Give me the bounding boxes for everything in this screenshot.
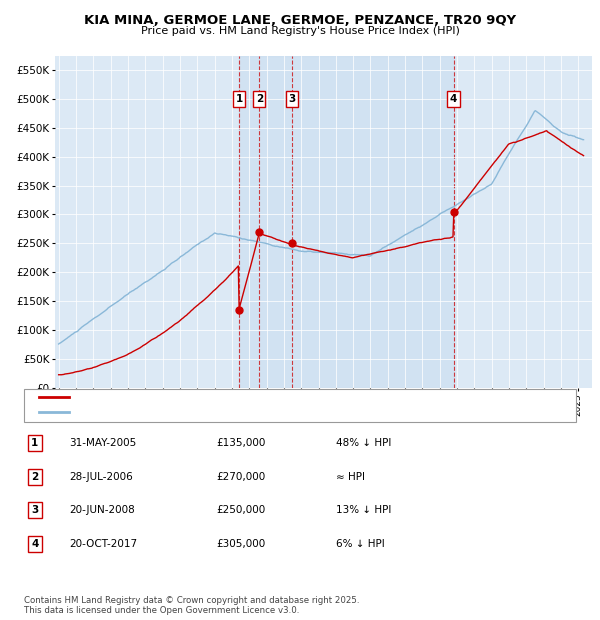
Text: 28-JUL-2006: 28-JUL-2006 [69,472,133,482]
Text: KIA MINA, GERMOE LANE, GERMOE, PENZANCE, TR20 9QY: KIA MINA, GERMOE LANE, GERMOE, PENZANCE,… [84,14,516,27]
Text: KIA MINA, GERMOE LANE, GERMOE, PENZANCE, TR20 9QY (detached house): KIA MINA, GERMOE LANE, GERMOE, PENZANCE,… [75,392,449,402]
Text: 2: 2 [256,94,263,104]
Text: 1: 1 [31,438,38,448]
Text: 6% ↓ HPI: 6% ↓ HPI [336,539,385,549]
Text: 20-JUN-2008: 20-JUN-2008 [69,505,135,515]
Bar [239,56,454,388]
Text: 2: 2 [31,472,38,482]
Text: 4: 4 [31,539,38,549]
Text: Price paid vs. HM Land Registry's House Price Index (HPI): Price paid vs. HM Land Registry's House … [140,26,460,36]
Text: £250,000: £250,000 [216,505,265,515]
Text: 3: 3 [31,505,38,515]
Text: £135,000: £135,000 [216,438,265,448]
Text: ≈ HPI: ≈ HPI [336,472,365,482]
Text: HPI: Average price, detached house, Cornwall: HPI: Average price, detached house, Corn… [75,407,298,417]
Text: 20-OCT-2017: 20-OCT-2017 [69,539,137,549]
Text: Contains HM Land Registry data © Crown copyright and database right 2025.
This d: Contains HM Land Registry data © Crown c… [24,596,359,615]
Text: 4: 4 [450,94,457,104]
Text: 13% ↓ HPI: 13% ↓ HPI [336,505,391,515]
Text: £270,000: £270,000 [216,472,265,482]
Text: 31-MAY-2005: 31-MAY-2005 [69,438,136,448]
Text: 48% ↓ HPI: 48% ↓ HPI [336,438,391,448]
Text: £305,000: £305,000 [216,539,265,549]
Text: 3: 3 [289,94,296,104]
Text: 1: 1 [235,94,242,104]
